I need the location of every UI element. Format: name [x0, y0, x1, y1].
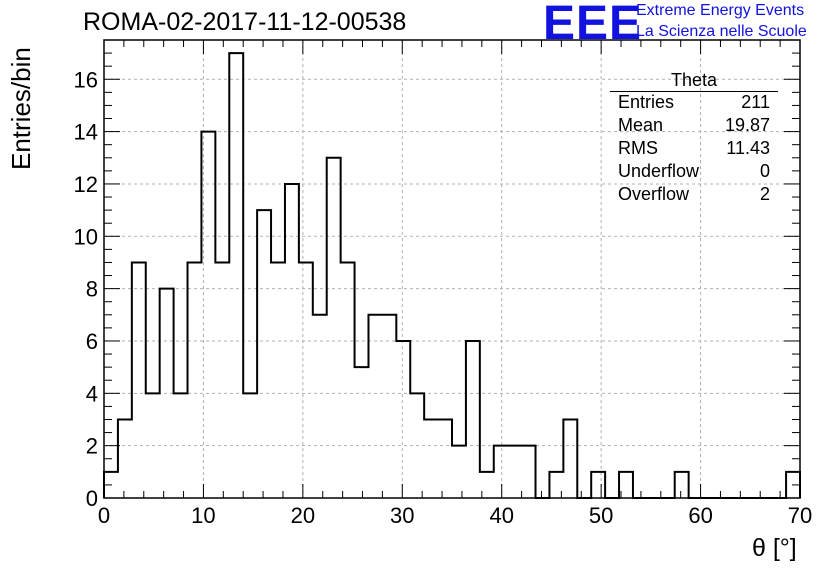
- histogram-bin: [285, 184, 299, 498]
- y-tick-label: 16: [74, 67, 98, 92]
- histogram-bin: [174, 393, 188, 498]
- histogram-bin: [132, 262, 146, 498]
- x-tick-label: 30: [390, 503, 414, 528]
- histogram-bin: [591, 472, 605, 498]
- stats-row-overflow: Overflow 2: [610, 184, 778, 207]
- histogram-bin: [522, 446, 536, 498]
- y-tick-label: 12: [74, 172, 98, 197]
- histogram-bin: [146, 393, 160, 498]
- plot-frame: [103, 39, 801, 499]
- histogram-bin: [271, 262, 285, 498]
- stats-value: 2: [759, 184, 770, 204]
- histogram-bin: [118, 419, 132, 498]
- y-tick-label: 6: [86, 329, 98, 354]
- y-tick-label: 10: [74, 224, 98, 249]
- x-axis-label: θ [°]: [752, 534, 797, 562]
- y-tick-label: 8: [86, 277, 98, 302]
- stats-label: Mean: [618, 115, 664, 135]
- histogram-bin: [160, 289, 174, 498]
- axis-ticks: [103, 39, 801, 499]
- stats-label: RMS: [618, 138, 658, 158]
- histogram-bin: [563, 419, 577, 498]
- x-tick-label: 40: [489, 503, 513, 528]
- y-axis-label: Entries/bin: [6, 47, 36, 170]
- histogram-bin: [508, 446, 522, 498]
- histogram-bin: [438, 419, 452, 498]
- histogram-bin: [368, 315, 382, 498]
- histogram-bin: [313, 315, 327, 498]
- brand-line-1: Extreme Energy Events: [636, 2, 805, 19]
- histogram-bin: [188, 262, 202, 498]
- histogram-bin: [424, 419, 438, 498]
- histogram-bin: [410, 393, 424, 498]
- stats-row-rms: RMS 11.43: [610, 138, 778, 161]
- histogram-bin: [452, 446, 466, 498]
- y-tick-label: 4: [86, 381, 98, 406]
- stats-label: Overflow: [618, 184, 690, 204]
- histogram-bin: [257, 210, 271, 498]
- y-tick-label: 2: [86, 434, 98, 459]
- histogram-bin: [215, 262, 229, 498]
- histogram-bin: [201, 132, 215, 498]
- stats-row-mean: Mean 19.87: [610, 115, 778, 138]
- x-tick-label: 50: [589, 503, 613, 528]
- histogram-bin: [494, 446, 508, 498]
- stats-value: 211: [741, 92, 770, 112]
- histogram-bin: [299, 262, 313, 498]
- brand-line-2: La Scienza nelle Scuole: [636, 23, 807, 40]
- stats-title: Theta: [610, 70, 778, 92]
- x-tick-label: 10: [191, 503, 215, 528]
- chart-title: ROMA-02-2017-11-12-00538: [83, 8, 407, 36]
- histogram-bin: [396, 341, 410, 498]
- histogram-bin: [341, 262, 355, 498]
- histogram-bin: [229, 53, 243, 498]
- y-tick-label: 0: [86, 486, 98, 511]
- stats-label: Underflow: [618, 161, 700, 181]
- histogram-bin: [466, 341, 480, 498]
- x-tick-label: 60: [688, 503, 712, 528]
- stats-value: 0: [759, 161, 770, 181]
- plot-frame-rect: [103, 39, 801, 499]
- histogram-bin: [382, 315, 396, 498]
- y-tick-label: 14: [74, 120, 98, 145]
- histogram-bin: [327, 158, 341, 498]
- x-tick-label: 0: [98, 503, 110, 528]
- stats-row-underflow: Underflow 0: [610, 161, 778, 184]
- histogram-bin: [243, 393, 257, 498]
- stats-label: Entries: [618, 92, 675, 112]
- stats-value: 19.87: [724, 115, 770, 135]
- stats-row-entries: Entries 211: [610, 92, 778, 115]
- stats-value: 11.43: [726, 138, 770, 158]
- histogram-bin: [675, 472, 689, 498]
- chart-grid: [104, 40, 800, 498]
- x-tick-label: 70: [788, 503, 812, 528]
- histogram-bin: [355, 367, 369, 498]
- eee-logo: EEE: [543, 0, 643, 50]
- stats-box: Theta Entries 211 Mean 19.87 RMS 11.43 U…: [610, 70, 778, 207]
- x-tick-label: 20: [291, 503, 315, 528]
